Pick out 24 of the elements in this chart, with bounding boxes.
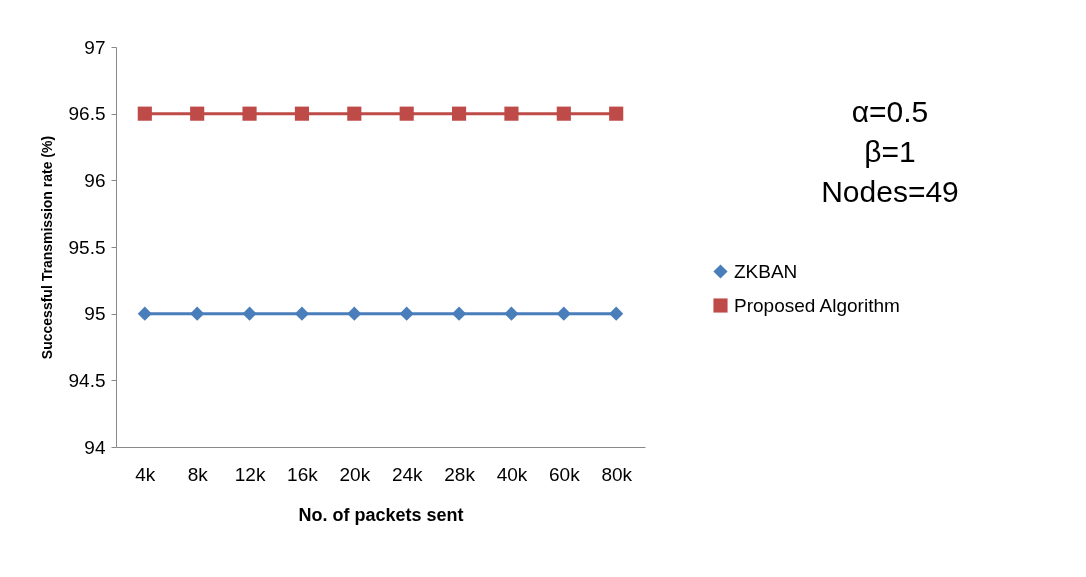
y-tick-label: 96 xyxy=(84,169,106,191)
legend-label: ZKBAN xyxy=(734,260,798,282)
x-tick-label: 16k xyxy=(287,463,319,485)
y-tick-label: 95.5 xyxy=(68,236,106,258)
y-tick-label: 97 xyxy=(84,36,106,58)
text: α=0.5 xyxy=(850,94,930,130)
x-axis-title: No. of packets sent xyxy=(298,504,464,525)
legend-label: Proposed Algorithm xyxy=(734,294,900,316)
x-tick-label: 12k xyxy=(234,463,266,485)
y-tick-label: 96.5 xyxy=(68,103,106,125)
x-tick-label: 28k xyxy=(444,463,476,485)
x-tick-label: 40k xyxy=(496,463,528,485)
text: β=1 xyxy=(863,134,917,170)
x-tick-label: 8k xyxy=(187,463,209,485)
x-tick-label: 60k xyxy=(549,463,581,485)
y-tick-label: 94 xyxy=(84,436,106,458)
x-tick-label: 80k xyxy=(601,463,633,485)
x-tick-label: 20k xyxy=(339,463,371,485)
x-tick-label: 24k xyxy=(391,463,423,485)
y-tick-label: 95 xyxy=(84,303,106,325)
text: Nodes=49 xyxy=(820,174,960,210)
y-tick-label: 94.5 xyxy=(68,369,106,391)
y-axis-title: Successful Transmission rate (%) xyxy=(38,135,55,360)
x-tick-label: 4k xyxy=(135,463,156,485)
